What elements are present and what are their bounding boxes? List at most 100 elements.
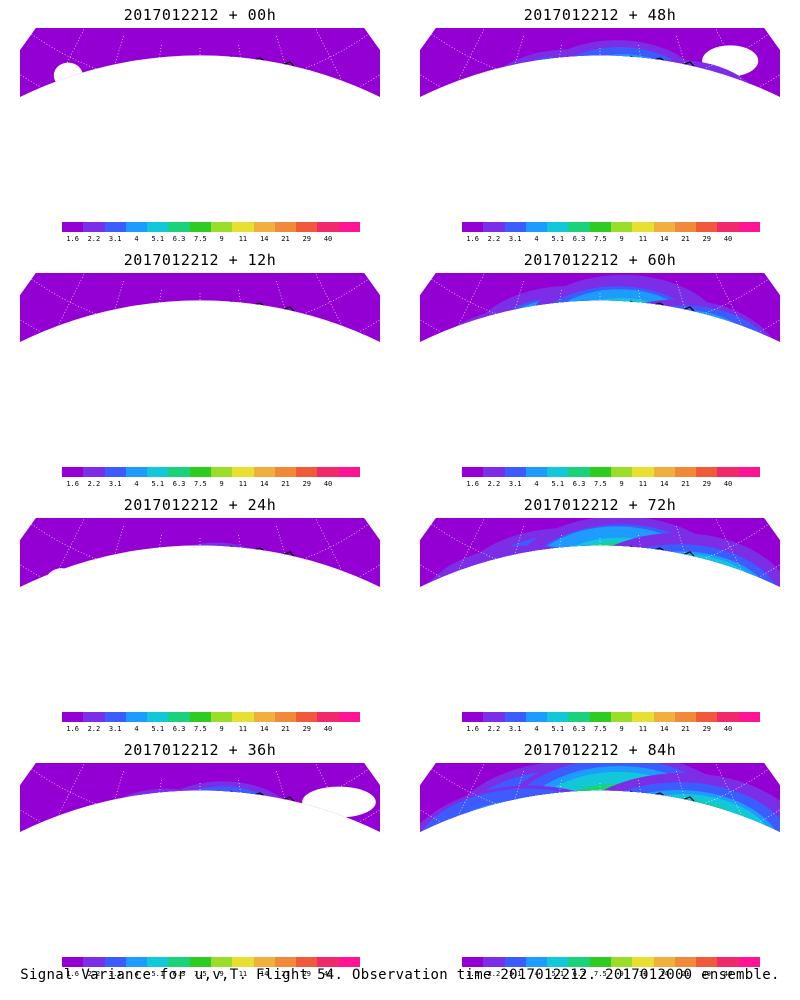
color-scale-tick-label: 14 [659, 480, 669, 488]
variance-contour [533, 783, 700, 867]
color-scale-tick-label: 4 [534, 725, 539, 733]
longitude-line [638, 534, 664, 622]
color-scale-tick-label: 29 [302, 235, 311, 243]
variance-contour [452, 77, 615, 132]
variance-contour [564, 61, 683, 132]
figure-caption: Signal Variance for u,v,T. Flight 54. Ob… [20, 967, 780, 983]
color-scale-tick-label: 6.3 [172, 235, 186, 243]
variance-contour [424, 799, 636, 867]
longitude-line [638, 44, 664, 132]
variance-contour [420, 788, 645, 867]
variance-contour [181, 808, 255, 857]
variance-contour [622, 322, 742, 377]
color-scale-tick-label: 6.3 [572, 235, 586, 243]
variance-contour [263, 840, 294, 861]
color-scale-tick-label: 40 [723, 480, 733, 488]
variance-contour [520, 323, 618, 377]
color-scale-cell [232, 957, 254, 967]
color-scale-cell [253, 467, 275, 477]
variance-contour [592, 815, 646, 850]
variance-contour [520, 76, 617, 132]
variance-contour [133, 818, 208, 867]
color-scale-tick-label: 3.1 [508, 235, 522, 243]
longitude-line [136, 534, 162, 622]
variance-contour [609, 318, 752, 377]
color-scale-cell [653, 467, 675, 477]
low-variance-patch [104, 382, 128, 418]
color-scale-cell [104, 222, 126, 232]
color-scale-cell [104, 467, 126, 477]
variance-contour [251, 593, 303, 622]
color-scale-cell [317, 957, 339, 967]
variance-contour [502, 553, 646, 622]
variance-contour [223, 813, 341, 867]
panel-title: 2017012212 + 12h [123, 251, 277, 269]
low-variance-patch [617, 125, 645, 132]
longitude-line [536, 534, 562, 622]
color-scale-ticks: 1.6 2.2 3.1 4 5.1 6.3 7.5 9 11 14 21 29 40 [452, 235, 772, 245]
color-scale-cell [547, 222, 569, 232]
color-scale-cell [610, 957, 633, 967]
variance-contour [424, 307, 633, 377]
variance-contour [666, 596, 697, 617]
variance-contour [86, 788, 247, 867]
color-scale-cell [62, 222, 84, 232]
color-scale-tick-label: 9 [219, 480, 224, 488]
variance-contour [651, 836, 705, 867]
color-scale-cell [253, 712, 275, 722]
latitude-line [420, 98, 780, 132]
color-scale-ticks: 1.6 2.2 3.1 4 5.1 6.3 7.5 9 11 14 21 29 40 [452, 480, 772, 490]
longitude-line [238, 289, 264, 377]
latitude-line [20, 98, 380, 132]
longitude-line [638, 289, 664, 377]
variance-contour [511, 807, 633, 867]
variance-map [20, 273, 380, 418]
color-scale-cell [168, 957, 190, 967]
color-scale-tick-label: 14 [259, 235, 269, 243]
color-scale-tick-label: 29 [702, 725, 711, 733]
color-scale-cell [632, 712, 654, 722]
variance-contour [207, 807, 346, 867]
variance-contour [476, 49, 661, 132]
variance-map [420, 763, 780, 867]
color-scale-tick-label: 21 [681, 725, 690, 733]
variance-contour [572, 789, 780, 867]
color-scale-cell [189, 222, 211, 232]
variance-contour [590, 325, 644, 360]
color-scale-cell [147, 712, 169, 722]
variance-contour [511, 70, 630, 132]
variance-map [20, 763, 380, 867]
color-scale-tick-label: 21 [281, 480, 290, 488]
variance-contour [551, 97, 582, 118]
latitude-line [420, 833, 780, 867]
color-scale-tick-label: 21 [681, 235, 690, 243]
variance-contour [141, 580, 193, 615]
low-variance-patch [116, 73, 175, 114]
low-variance-patch [259, 617, 297, 622]
variance-contour [420, 545, 646, 622]
color-scale-cell [717, 467, 739, 477]
color-scale-cell [125, 222, 148, 232]
map-panel: 2017012212 + 24h 1.6 2.2 3.1 4 5.1 6.3 7.5 9 11 14… [0, 490, 400, 735]
color-scale-bar [62, 957, 360, 967]
color-scale-cell [717, 957, 739, 967]
color-scale-cell [210, 957, 233, 967]
color-scale-cell [462, 957, 484, 967]
color-scale-ticks: 1.6 2.2 3.1 4 5.1 6.3 7.5 9 11 14 21 29 40 [52, 480, 372, 490]
color-scale-tick-label: 4 [534, 480, 539, 488]
variance-contour [197, 815, 249, 850]
latitude-line [420, 343, 780, 377]
color-scale-bar [462, 957, 760, 967]
color-scale-tick-label: 40 [323, 235, 333, 243]
variance-contour [573, 299, 780, 377]
variance-contour [536, 537, 702, 622]
variance-contour [127, 320, 220, 377]
color-scale-tick-label: 9 [619, 725, 624, 733]
variance-contour [489, 101, 564, 132]
longitude-line [536, 289, 562, 377]
color-scale-cell [296, 467, 318, 477]
color-scale-cell [274, 222, 297, 232]
variance-contour [203, 334, 232, 355]
variance-contour [628, 84, 725, 132]
color-scale-tick-label: 3.1 [108, 970, 122, 978]
